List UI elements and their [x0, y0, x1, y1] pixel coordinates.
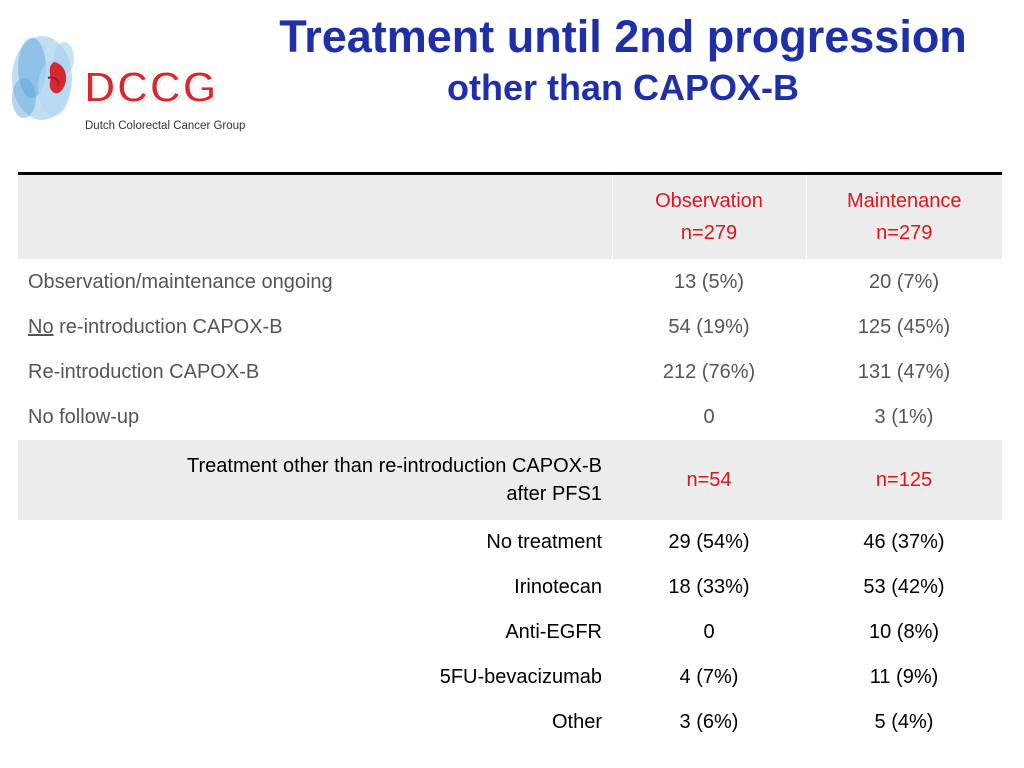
row-label: Irinotecan: [514, 576, 602, 598]
band-label: Treatment other than re-introduction CAP…: [18, 440, 612, 520]
table-row: No treatment 29 (54%) 46 (37%): [18, 520, 1002, 565]
slide-subtitle: other than CAPOX-B: [446, 67, 799, 108]
row-label: No treatment: [486, 531, 602, 553]
table-row: Other 3 (6%) 5 (4%): [18, 700, 1002, 745]
header-observation-name: Observation: [655, 190, 763, 212]
maintenance-value: 10 (8%): [868, 621, 940, 643]
observation-value: 212 (76%): [662, 361, 756, 383]
row-label: No follow-up: [28, 406, 140, 428]
maintenance-value: 125 (45%): [857, 316, 951, 338]
logo-wordmark: DCCG: [83, 63, 218, 112]
row-label-rest: re-introduction CAPOX-B: [53, 316, 283, 338]
band-maintenance-n: n=125: [806, 440, 1002, 520]
observation-value: 3 (6%): [679, 711, 739, 733]
table-row: Observation/maintenance ongoing 13 (5%) …: [18, 260, 1002, 306]
band-label-line1: Treatment other than re-introduction CAP…: [187, 455, 602, 477]
table-row: No follow-up 0 3 (1%): [18, 395, 1002, 440]
row-label-underlined: No: [28, 316, 54, 338]
table-row: Irinotecan 18 (33%) 53 (42%): [18, 565, 1002, 610]
band-label-line2: after PFS1: [506, 483, 602, 505]
logo-emblem-icon: [12, 36, 74, 120]
header-maintenance: Maintenance n=279: [806, 173, 1002, 260]
results-table: Observation n=279 Maintenance n=279 Obse…: [18, 172, 1002, 745]
logo-subtitle: Dutch Colorectal Cancer Group: [85, 120, 246, 132]
row-label: Observation/maintenance ongoing: [28, 271, 333, 293]
row-label: Other: [551, 711, 602, 733]
maintenance-value: 11 (9%): [869, 666, 939, 688]
row-label: Re-introduction CAPOX-B: [28, 361, 260, 383]
observation-value: 18 (33%): [668, 576, 750, 598]
row-label: 5FU-bevacizumab: [439, 666, 602, 688]
maintenance-value: 46 (37%): [863, 531, 945, 553]
observation-value: 4 (7%): [679, 666, 739, 688]
header-maintenance-n: n=279: [876, 222, 933, 244]
table-row: 5FU-bevacizumab 4 (7%) 11 (9%): [18, 655, 1002, 700]
dccg-logo: DCCG Dutch Colorectal Cancer Group: [4, 28, 246, 138]
maintenance-value: 53 (42%): [863, 576, 945, 598]
observation-value: 0: [703, 406, 715, 428]
observation-value: 13 (5%): [673, 271, 745, 293]
maintenance-value: 3 (1%): [874, 406, 934, 428]
band-observation-n: n=54: [612, 440, 806, 520]
observation-value: 54 (19%): [668, 316, 750, 338]
table-row: Re-introduction CAPOX-B 212 (76%) 131 (4…: [18, 350, 1002, 395]
header-observation: Observation n=279: [612, 173, 807, 260]
observation-value: 29 (54%): [668, 531, 750, 553]
table-header-row: Observation n=279 Maintenance n=279: [18, 173, 1002, 260]
row-label: Anti-EGFR: [505, 621, 602, 643]
maintenance-value: 5 (4%): [874, 711, 934, 733]
section-band-row: Treatment other than re-introduction CAP…: [18, 440, 1002, 520]
maintenance-value: 20 (7%): [868, 271, 940, 293]
table-row: Anti-EGFR 0 10 (8%): [18, 610, 1002, 655]
observation-value: 0: [703, 621, 715, 643]
row-label: No re-introduction CAPOX-B: [18, 305, 612, 350]
header-maintenance-name: Maintenance: [846, 190, 962, 212]
table-row: No re-introduction CAPOX-B 54 (19%) 125 …: [18, 305, 1002, 350]
slide-title: Treatment until 2nd progression: [279, 11, 967, 62]
header-observation-n: n=279: [680, 222, 738, 244]
header-empty-cell: [18, 173, 613, 260]
maintenance-value: 131 (47%): [857, 361, 951, 383]
